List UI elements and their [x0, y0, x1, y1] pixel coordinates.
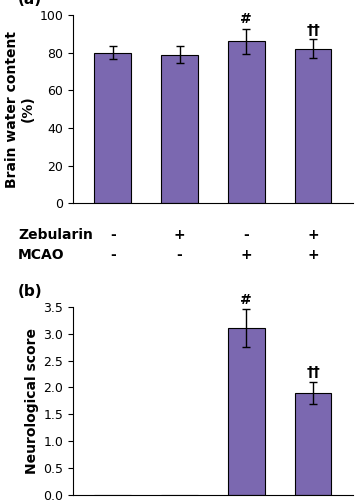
Text: -: - [244, 228, 249, 241]
Text: #: # [241, 12, 252, 26]
Text: (b): (b) [18, 284, 43, 299]
Text: +: + [307, 228, 319, 241]
Bar [228, 328, 265, 495]
Bar [161, 54, 198, 203]
Bar [95, 52, 131, 203]
Bar [295, 49, 331, 203]
Text: ††: †† [306, 22, 320, 36]
Y-axis label: Neurological score: Neurological score [25, 328, 39, 474]
Text: -: - [110, 248, 116, 262]
Text: (a): (a) [18, 0, 42, 8]
Text: #: # [241, 293, 252, 307]
Text: -: - [177, 248, 182, 262]
Text: +: + [307, 248, 319, 262]
Text: +: + [174, 228, 185, 241]
Text: +: + [241, 248, 252, 262]
Y-axis label: Brain water content
(%): Brain water content (%) [5, 30, 35, 188]
Bar [228, 42, 265, 203]
Text: ††: †† [306, 366, 320, 380]
Text: MCAO: MCAO [18, 248, 65, 262]
Text: -: - [110, 228, 116, 241]
Bar [295, 393, 331, 495]
Text: Zebularin: Zebularin [18, 228, 93, 241]
